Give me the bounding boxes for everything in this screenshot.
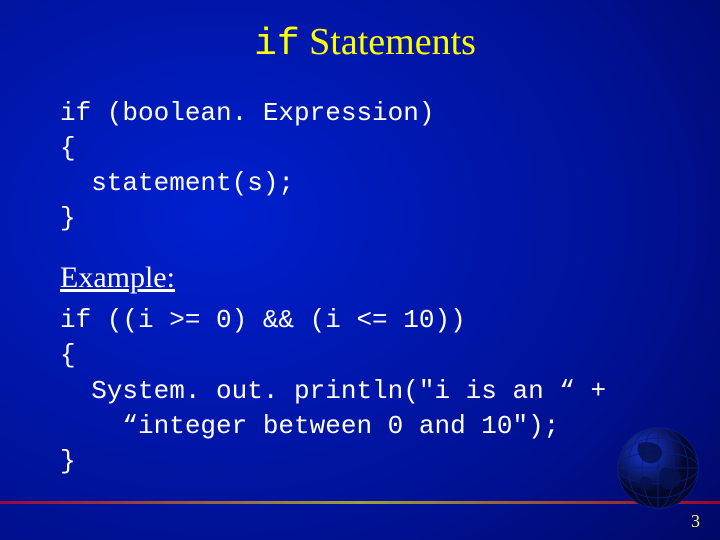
slide: if Statements if (boolean. Expression) {… xyxy=(0,0,720,540)
syntax-code-block: if (boolean. Expression) { statement(s);… xyxy=(60,96,670,236)
globe-icon xyxy=(614,424,702,512)
example-code-block: if ((i >= 0) && (i <= 10)) { System. out… xyxy=(60,303,670,478)
footer-divider xyxy=(0,501,720,504)
title-serif: Statements xyxy=(300,21,476,63)
example-heading: Example: xyxy=(60,261,670,295)
title-mono: if xyxy=(254,23,300,66)
slide-title: if Statements xyxy=(60,20,670,66)
page-number: 3 xyxy=(691,511,700,532)
